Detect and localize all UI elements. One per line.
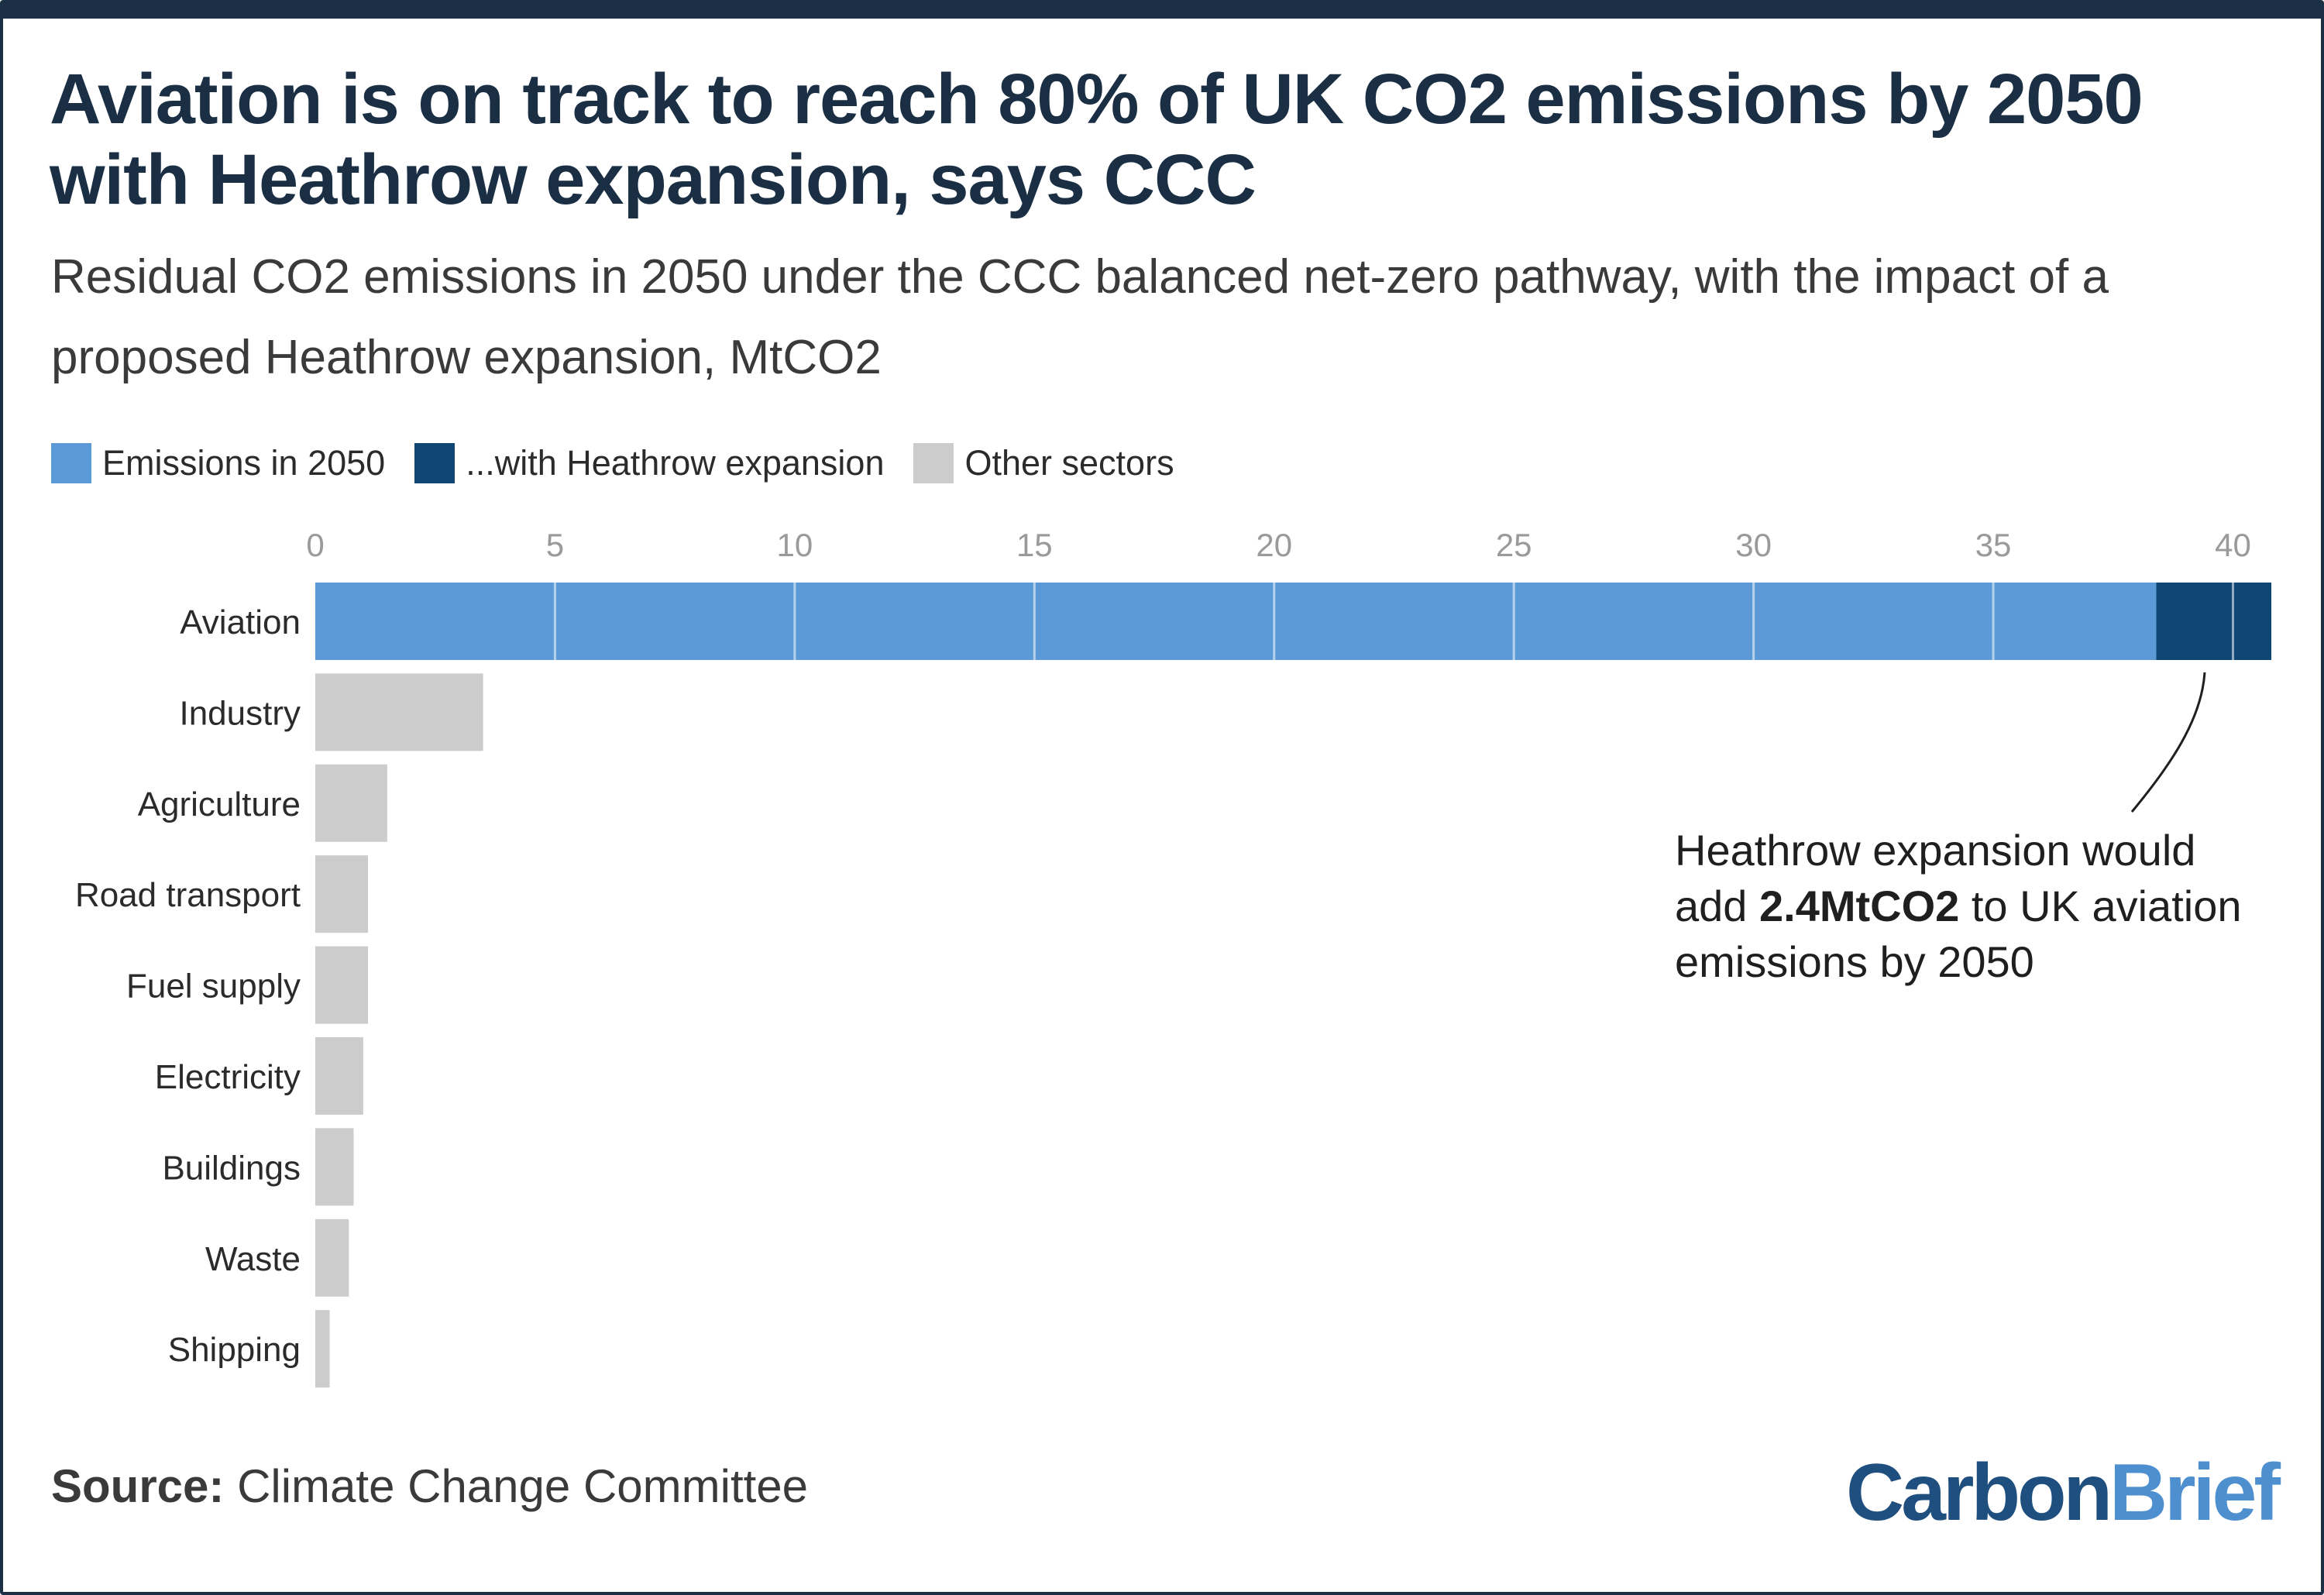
x-tick-label: 35: [1975, 527, 2012, 563]
annotation-suffix: to UK aviation emissions by 2050: [1675, 882, 2242, 986]
category-label: Road transport: [75, 876, 301, 914]
chart-title: Aviation is on track to reach 80% of UK …: [50, 60, 2144, 219]
heathrow-annotation: Heathrow expansion would add 2.4MtCO2 to…: [1675, 823, 2279, 990]
x-tick-label: 0: [306, 527, 324, 563]
source-text: Climate Change Committee: [237, 1460, 809, 1512]
bar-electricity-series-2: [315, 1037, 363, 1115]
x-tick-label: 5: [546, 527, 564, 563]
bar-fuel-supply-series-2: [315, 946, 369, 1024]
legend-label-other-sectors: Other sectors: [964, 443, 1174, 483]
legend-item-emissions-2050: Emissions in 2050: [51, 443, 385, 483]
bar-buildings-series-2: [315, 1128, 354, 1206]
category-label: Waste: [205, 1240, 301, 1278]
x-tick-label: 25: [1496, 527, 1532, 563]
chart-subtitle: Residual CO2 emissions in 2050 under the…: [51, 250, 2109, 384]
legend: Emissions in 2050 ...with Heathrow expan…: [51, 442, 1204, 485]
logo-brief: Brief: [2109, 1448, 2281, 1538]
category-label: Shipping: [168, 1331, 301, 1369]
category-label: Buildings: [162, 1149, 301, 1187]
bar-aviation-series-1: [2156, 583, 2271, 660]
legend-swatch-other-sectors: [913, 443, 954, 483]
bar-agriculture-series-2: [315, 764, 387, 842]
legend-label-emissions-2050: Emissions in 2050: [102, 443, 386, 483]
source-label: Source:: [51, 1460, 225, 1512]
category-label: Industry: [179, 694, 301, 732]
category-label: Aviation: [180, 603, 301, 641]
x-tick-label: 40: [2215, 527, 2251, 563]
legend-item-heathrow: ...with Heathrow expansion: [414, 443, 884, 483]
bar-waste-series-2: [315, 1219, 349, 1297]
category-label: Agriculture: [138, 785, 301, 823]
x-tick-label: 15: [1016, 527, 1053, 563]
annotation-connector-line: [2130, 672, 2206, 813]
legend-item-other-sectors: Other sectors: [913, 443, 1174, 483]
x-tick-label: 20: [1256, 527, 1292, 563]
annotation-value: 2.4MtCO2: [1759, 882, 1960, 930]
category-label: Fuel supply: [126, 968, 301, 1005]
source-note: Source: Climate Change Committee: [51, 1459, 808, 1513]
annotation-prefix: Heathrow expansion would add: [1675, 826, 2196, 930]
bar-shipping-series-2: [315, 1310, 330, 1388]
legend-label-heathrow: ...with Heathrow expansion: [466, 443, 885, 483]
bar-aviation-series-0: [315, 583, 2157, 660]
legend-swatch-emissions-2050: [51, 443, 91, 483]
carbonbrief-logo: CarbonBrief: [1846, 1447, 2281, 1539]
x-tick-label: 30: [1735, 527, 1772, 563]
logo-carbon: Carbon: [1846, 1448, 2113, 1538]
bar-road-transport-series-2: [315, 855, 369, 933]
x-tick-label: 10: [777, 527, 813, 563]
legend-swatch-heathrow: [414, 443, 456, 483]
bar-industry-series-2: [315, 673, 483, 751]
category-label: Electricity: [155, 1058, 301, 1096]
